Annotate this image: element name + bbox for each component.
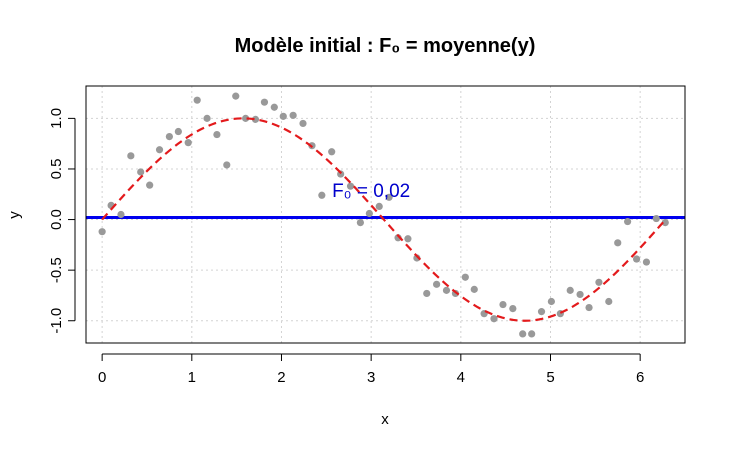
y-tick-label: -1.0 xyxy=(48,308,65,334)
data-point xyxy=(203,114,211,122)
data-point xyxy=(242,114,250,122)
data-point xyxy=(165,132,173,141)
data-point xyxy=(146,181,154,189)
x-axis: 0 1 2 3 4 5 6 xyxy=(98,353,644,386)
data-point xyxy=(490,315,498,323)
data-point xyxy=(423,289,431,298)
data-point xyxy=(328,148,336,156)
data-point xyxy=(528,330,536,338)
data-point xyxy=(537,308,546,316)
data-point xyxy=(519,330,527,338)
data-point xyxy=(98,228,106,236)
data-point xyxy=(499,300,507,309)
data-point xyxy=(299,119,307,128)
data-point xyxy=(213,130,221,139)
x-tick-label: 0 xyxy=(98,369,106,386)
data-point xyxy=(509,304,517,313)
data-point xyxy=(232,92,240,100)
x-tick-label: 5 xyxy=(546,369,554,386)
x-tick-label: 2 xyxy=(277,369,285,386)
data-point xyxy=(661,218,669,227)
data-point xyxy=(174,127,182,136)
data-point xyxy=(433,280,441,288)
data-point xyxy=(155,146,164,154)
y-axis-label: y xyxy=(6,211,23,219)
data-point xyxy=(270,103,278,111)
data-point xyxy=(356,218,364,227)
data-point xyxy=(413,254,421,262)
data-point xyxy=(404,235,412,243)
data-point xyxy=(346,182,355,190)
data-point xyxy=(624,217,632,226)
data-point xyxy=(251,115,260,123)
data-point xyxy=(260,98,269,106)
y-tick-label: 0.0 xyxy=(48,209,65,230)
y-axis: -1.0 -0.5 0.0 0.5 1.0 xyxy=(48,108,76,334)
data-point xyxy=(547,297,555,306)
x-tick-label: 1 xyxy=(188,369,196,386)
x-tick-label: 4 xyxy=(457,369,465,386)
data-point xyxy=(642,258,651,266)
x-axis-label: x xyxy=(381,411,389,428)
data-point xyxy=(318,191,326,199)
data-point xyxy=(184,139,192,147)
x-tick-label: 3 xyxy=(367,369,375,386)
data-point xyxy=(365,209,373,218)
data-point xyxy=(385,193,393,201)
data-point xyxy=(632,255,641,263)
chart-title: Modèle initial : F₀ = moyenne(y) xyxy=(235,35,536,57)
y-tick-label: -0.5 xyxy=(48,257,65,283)
grid xyxy=(86,86,685,343)
data-point xyxy=(470,285,478,293)
data-point xyxy=(442,286,451,294)
data-point xyxy=(137,168,145,176)
mean-annotation: F₀ = 0,02 xyxy=(332,181,410,202)
data-point xyxy=(127,152,135,160)
data-point xyxy=(595,278,603,286)
data-point xyxy=(566,286,574,294)
sine-curve xyxy=(101,117,667,322)
data-point xyxy=(289,111,297,119)
data-point xyxy=(576,290,584,299)
data-points xyxy=(98,92,669,338)
data-point xyxy=(585,303,593,312)
plot-frame xyxy=(85,85,686,344)
y-tick-label: 0.5 xyxy=(48,159,65,180)
data-point xyxy=(375,202,383,211)
data-point xyxy=(279,112,287,120)
sine-curve-layer xyxy=(101,117,667,322)
x-tick-label: 6 xyxy=(636,369,644,386)
data-point xyxy=(461,273,469,281)
data-point xyxy=(614,239,622,247)
data-point xyxy=(652,214,660,223)
data-point xyxy=(193,96,201,104)
data-point xyxy=(605,297,613,306)
y-tick-label: 1.0 xyxy=(48,108,65,129)
data-point xyxy=(223,161,231,169)
data-point xyxy=(117,210,125,219)
